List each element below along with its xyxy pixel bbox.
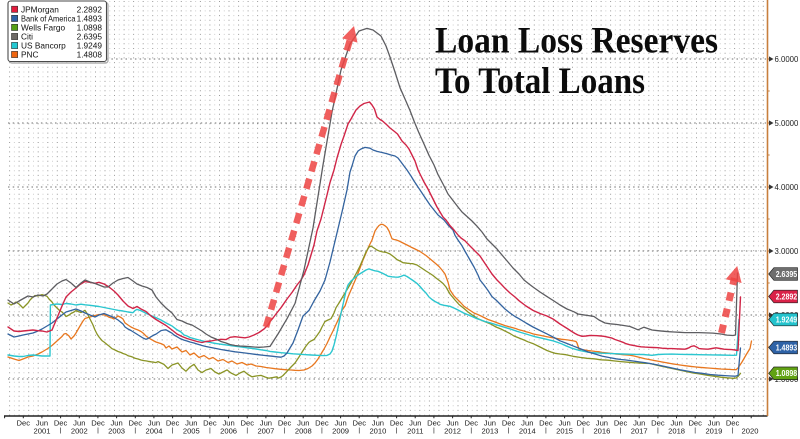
svg-text:US Bancorp: US Bancorp	[21, 41, 66, 51]
svg-text:4.0000: 4.0000	[775, 183, 800, 192]
svg-text:Jun: Jun	[260, 419, 272, 428]
svg-text:2.6395: 2.6395	[77, 32, 103, 42]
svg-text:PNC: PNC	[21, 50, 39, 60]
svg-text:2014: 2014	[519, 427, 536, 435]
svg-text:1.4893: 1.4893	[776, 343, 798, 352]
svg-text:2.6395: 2.6395	[776, 270, 798, 279]
svg-text:2020: 2020	[742, 427, 759, 435]
svg-text:Dec: Dec	[539, 419, 553, 428]
svg-text:Dec: Dec	[465, 419, 479, 428]
svg-text:3.0000: 3.0000	[775, 247, 800, 256]
svg-text:Jun: Jun	[670, 419, 682, 428]
svg-text:JPMorgan: JPMorgan	[21, 4, 59, 14]
svg-text:Jun: Jun	[185, 419, 197, 428]
svg-text:Jun: Jun	[110, 419, 122, 428]
svg-text:2005: 2005	[183, 427, 200, 435]
svg-text:Jun: Jun	[73, 419, 85, 428]
svg-text:Jun: Jun	[633, 419, 645, 428]
svg-text:Jun: Jun	[297, 419, 309, 428]
svg-text:Jun: Jun	[334, 419, 346, 428]
svg-text:2012: 2012	[444, 427, 461, 435]
svg-text:1.9249: 1.9249	[776, 315, 798, 324]
svg-text:2015: 2015	[556, 427, 573, 435]
svg-text:Wells Fargo: Wells Fargo	[21, 23, 65, 33]
svg-text:Jun: Jun	[222, 419, 234, 428]
svg-text:2.2892: 2.2892	[776, 292, 798, 301]
svg-text:Jun: Jun	[36, 419, 48, 428]
svg-text:2013: 2013	[481, 427, 498, 435]
svg-text:Citi: Citi	[21, 32, 33, 42]
svg-text:2003: 2003	[108, 427, 125, 435]
svg-text:Dec: Dec	[502, 419, 516, 428]
svg-text:2007: 2007	[257, 427, 274, 435]
svg-text:Dec: Dec	[91, 419, 105, 428]
svg-text:Jun: Jun	[148, 419, 160, 428]
svg-text:1.0898: 1.0898	[77, 23, 103, 33]
svg-text:2010: 2010	[369, 427, 386, 435]
svg-text:Dec: Dec	[315, 419, 329, 428]
svg-text:2009: 2009	[332, 427, 349, 435]
svg-text:Dec: Dec	[726, 419, 740, 428]
svg-text:Jun: Jun	[708, 419, 720, 428]
svg-text:Dec: Dec	[129, 419, 143, 428]
svg-text:1.0898: 1.0898	[776, 369, 798, 378]
svg-text:Jun: Jun	[409, 419, 421, 428]
svg-text:2019: 2019	[705, 427, 722, 435]
svg-text:Loan Loss Reserves: Loan Loss Reserves	[435, 21, 718, 62]
svg-text:Jun: Jun	[558, 419, 570, 428]
svg-text:Jun: Jun	[484, 419, 496, 428]
svg-text:Jun: Jun	[446, 419, 458, 428]
svg-text:Dec: Dec	[278, 419, 292, 428]
svg-text:2011: 2011	[407, 427, 423, 435]
svg-text:Dec: Dec	[688, 419, 702, 428]
svg-text:Dec: Dec	[17, 419, 31, 428]
svg-text:Jun: Jun	[521, 419, 533, 428]
svg-text:To Total Loans: To Total Loans	[435, 61, 645, 102]
svg-text:2002: 2002	[71, 427, 88, 435]
svg-text:Dec: Dec	[241, 419, 255, 428]
svg-text:2017: 2017	[631, 427, 648, 435]
svg-text:2006: 2006	[220, 427, 237, 435]
svg-text:1.4808: 1.4808	[77, 50, 103, 60]
svg-text:1.4893: 1.4893	[77, 14, 103, 24]
svg-text:5.0000: 5.0000	[775, 119, 800, 128]
svg-text:2008: 2008	[295, 427, 312, 435]
svg-text:Bank of America: Bank of America	[21, 14, 76, 24]
svg-text:Jun: Jun	[372, 419, 384, 428]
svg-text:6.0000: 6.0000	[775, 55, 800, 64]
svg-text:1.9249: 1.9249	[77, 41, 103, 51]
svg-text:Dec: Dec	[576, 419, 590, 428]
svg-text:Dec: Dec	[427, 419, 441, 428]
svg-text:Dec: Dec	[390, 419, 404, 428]
svg-text:2.2892: 2.2892	[77, 4, 103, 14]
svg-text:2004: 2004	[146, 427, 163, 435]
svg-text:Jun: Jun	[596, 419, 608, 428]
svg-text:2001: 2001	[34, 427, 51, 435]
svg-text:Dec: Dec	[54, 419, 68, 428]
svg-text:2016: 2016	[593, 427, 610, 435]
svg-text:Dec: Dec	[203, 419, 217, 428]
svg-text:Dec: Dec	[166, 419, 180, 428]
svg-text:Dec: Dec	[614, 419, 628, 428]
svg-text:2018: 2018	[668, 427, 685, 435]
svg-text:Dec: Dec	[353, 419, 367, 428]
svg-text:Dec: Dec	[651, 419, 665, 428]
